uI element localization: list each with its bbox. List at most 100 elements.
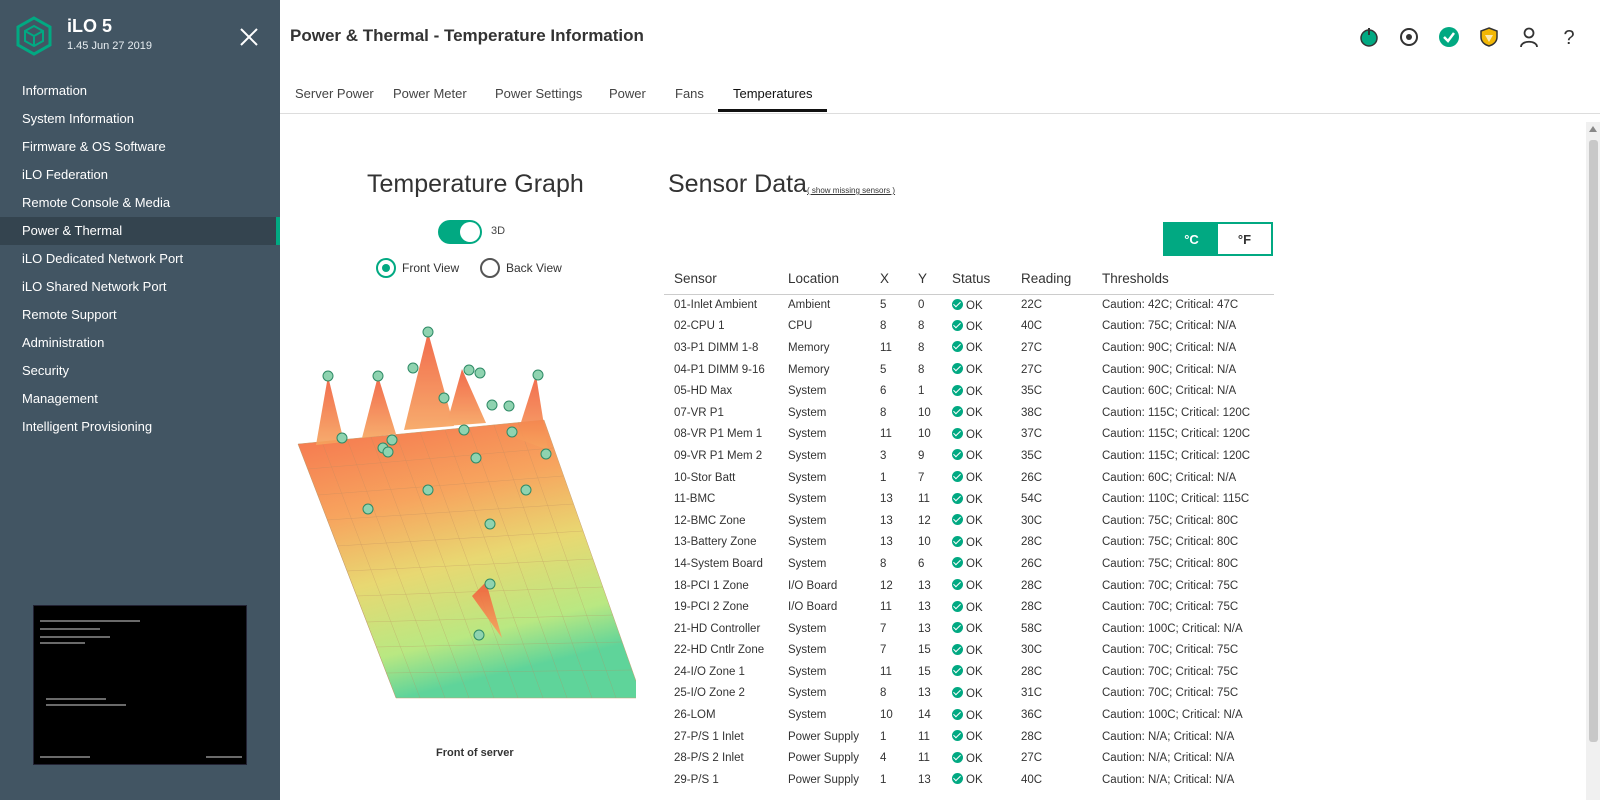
security-shield-icon[interactable] bbox=[1478, 26, 1500, 48]
temperature-graph-title: Temperature Graph bbox=[367, 170, 584, 198]
table-row: 10-Stor Batt System 1 7 OK 26C Caution: 60C; C… bbox=[664, 467, 1274, 489]
sidebar-item-intelligent-provisioning[interactable]: Intelligent Provisioning bbox=[22, 419, 153, 434]
temperature-3d-graph[interactable] bbox=[296, 320, 636, 710]
column-header-x[interactable]: X bbox=[870, 264, 908, 295]
cell-thresholds: Caution: 115C; Critical: 120C bbox=[1102, 428, 1251, 441]
tab-temperatures[interactable]: Temperatures bbox=[718, 86, 828, 112]
show-missing-sensors-link[interactable]: ( show missing sensors ) bbox=[807, 186, 896, 195]
status-text: OK bbox=[966, 558, 983, 571]
remote-console-thumbnail[interactable] bbox=[33, 605, 247, 765]
status-text: OK bbox=[966, 536, 983, 549]
column-header-thresholds[interactable]: Thresholds bbox=[1092, 264, 1274, 295]
cell-location: System bbox=[788, 557, 827, 570]
sidebar-item-power-thermal[interactable]: Power & Thermal bbox=[0, 217, 280, 245]
back-view-radio[interactable]: Back View bbox=[480, 258, 562, 278]
table-row: 22-HD Cntlr Zone System 7 15 OK 30C Caution: 7… bbox=[664, 640, 1274, 662]
cell-status: OK bbox=[942, 553, 1011, 575]
status-ok-icon bbox=[952, 363, 963, 375]
status-text: OK bbox=[966, 515, 983, 528]
cell-location: Memory bbox=[788, 363, 830, 376]
sidebar-item-ilo-federation[interactable]: iLO Federation bbox=[22, 167, 108, 182]
sidebar-item-management[interactable]: Management bbox=[22, 391, 98, 406]
cell-thresholds: Caution: 70C; Critical: 75C bbox=[1102, 665, 1239, 678]
cell-y: 13 bbox=[918, 773, 931, 786]
sidebar-item-remote-support[interactable]: Remote Support bbox=[22, 307, 117, 322]
main-content: Power & Thermal - Temperature Informatio… bbox=[280, 0, 1600, 800]
cell-status: OK bbox=[942, 769, 1011, 791]
brand: iLO 5 1.45 Jun 27 2019 bbox=[16, 16, 266, 60]
column-header-reading[interactable]: Reading bbox=[1011, 264, 1092, 295]
3d-toggle[interactable] bbox=[438, 220, 482, 244]
cell-location: System bbox=[788, 493, 827, 506]
table-row: 28-P/S 2 Inlet Power Supply 4 11 OK 27C Cautio… bbox=[664, 747, 1274, 769]
unit-toggle: °C °F bbox=[1163, 222, 1273, 256]
cell-x: 11 bbox=[880, 665, 892, 678]
cell-x: 5 bbox=[880, 363, 887, 376]
cell-x: 8 bbox=[880, 557, 887, 570]
status-text: OK bbox=[966, 385, 983, 398]
column-header-y[interactable]: Y bbox=[908, 264, 942, 295]
cell-reading: 37C bbox=[1021, 428, 1043, 441]
sidebar-item-information[interactable]: Information bbox=[22, 83, 88, 98]
cell-sensor: 25-I/O Zone 2 bbox=[674, 687, 745, 700]
sidebar-item-security[interactable]: Security bbox=[22, 363, 69, 378]
status-ok-icon bbox=[952, 319, 963, 331]
power-icon[interactable] bbox=[1358, 26, 1380, 48]
table-row: 27-P/S 1 Inlet Power Supply 1 11 OK 28C Cautio… bbox=[664, 726, 1274, 748]
cell-y: 10 bbox=[918, 428, 931, 441]
scroll-up-icon[interactable] bbox=[1589, 126, 1597, 132]
tab-server-power[interactable]: Server Power bbox=[295, 86, 374, 101]
cell-x: 8 bbox=[880, 687, 887, 700]
cell-x: 13 bbox=[880, 514, 893, 527]
help-icon[interactable]: ? bbox=[1558, 26, 1580, 48]
column-header-sensor[interactable]: Sensor bbox=[664, 264, 778, 295]
cell-status: OK bbox=[942, 294, 1011, 316]
status-text: OK bbox=[966, 623, 983, 636]
cell-y: 9 bbox=[918, 449, 925, 462]
table-row: 29-P/S 1 Power Supply 1 13 OK 40C Caution: N/A… bbox=[664, 769, 1274, 791]
cell-location: System bbox=[788, 428, 827, 441]
tab-fans[interactable]: Fans bbox=[675, 86, 704, 101]
table-row: 14-System Board System 8 6 OK 26C Caution: 75C… bbox=[664, 553, 1274, 575]
vertical-scrollbar[interactable] bbox=[1586, 122, 1600, 800]
column-header-status[interactable]: Status bbox=[942, 264, 1011, 295]
sidebar-item-ilo-shared-network-port[interactable]: iLO Shared Network Port bbox=[22, 279, 167, 294]
sidebar-item-system-information[interactable]: System Information bbox=[22, 111, 134, 126]
column-header-location[interactable]: Location bbox=[778, 264, 870, 295]
sidebar-item-remote-console-media[interactable]: Remote Console & Media bbox=[22, 195, 171, 210]
celsius-button[interactable]: °C bbox=[1165, 224, 1218, 254]
sidebar-item-firmware-os-software[interactable]: Firmware & OS Software bbox=[22, 139, 166, 154]
sidebar-item-ilo-dedicated-network-port[interactable]: iLO Dedicated Network Port bbox=[22, 251, 184, 266]
cell-status: OK bbox=[942, 467, 1011, 489]
cell-reading: 54C bbox=[1021, 493, 1043, 506]
sidebar-item-administration[interactable]: Administration bbox=[22, 335, 105, 350]
cell-y: 13 bbox=[918, 687, 931, 700]
status-ok-icon bbox=[952, 579, 963, 591]
3d-toggle-label: 3D bbox=[491, 225, 506, 237]
cell-location: Power Supply bbox=[788, 730, 859, 743]
tab-power-meter[interactable]: Power Meter bbox=[393, 86, 467, 101]
front-view-radio[interactable]: Front View bbox=[376, 258, 459, 278]
health-ok-icon[interactable] bbox=[1438, 26, 1460, 48]
scrollbar-thumb[interactable] bbox=[1589, 140, 1598, 742]
status-text: OK bbox=[966, 752, 983, 765]
cell-thresholds: Caution: 60C; Critical: N/A bbox=[1102, 471, 1237, 484]
table-row: 18-PCI 1 Zone I/O Board 12 13 OK 28C Caution: … bbox=[664, 575, 1274, 597]
front-view-label: Front View bbox=[402, 261, 460, 275]
cell-x: 8 bbox=[880, 406, 887, 419]
cell-x: 7 bbox=[880, 622, 887, 635]
fahrenheit-button[interactable]: °F bbox=[1218, 224, 1271, 254]
cell-reading: 28C bbox=[1021, 665, 1043, 678]
table-row: 03-P1 DIMM 1-8 Memory 11 8 OK 27C Caution: 90C… bbox=[664, 337, 1274, 359]
tab-power[interactable]: Power bbox=[609, 86, 646, 101]
cell-reading: 31C bbox=[1021, 687, 1043, 700]
cell-thresholds: Caution: 100C; Critical: N/A bbox=[1102, 709, 1243, 722]
tab-power-settings[interactable]: Power Settings bbox=[495, 86, 583, 101]
table-row: 11-BMC System 13 11 OK 54C Caution: 110C; Crit… bbox=[664, 488, 1274, 510]
table-row: 02-CPU 1 CPU 8 8 OK 40C Caution: 75C; Critical… bbox=[664, 316, 1274, 338]
locate-icon[interactable] bbox=[1398, 26, 1420, 48]
cell-thresholds: Caution: 75C; Critical: 80C bbox=[1102, 557, 1239, 570]
close-icon[interactable] bbox=[238, 26, 260, 48]
user-icon[interactable] bbox=[1518, 26, 1540, 48]
cell-reading: 38C bbox=[1021, 406, 1043, 419]
